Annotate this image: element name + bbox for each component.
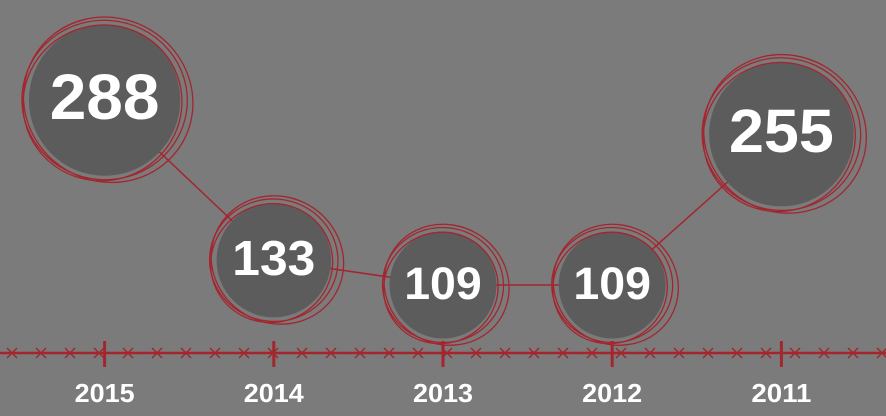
value-label: 109 [573,258,651,309]
x-tick-label: 2015 [75,378,135,408]
value-label: 288 [50,61,160,133]
x-tick-label: 2014 [244,378,305,408]
chart: 2015 288 2014 133 2013 109 2012 109 2011 255 [0,0,886,416]
x-tick-label: 2012 [582,378,642,408]
value-label: 109 [404,258,482,309]
value-label: 255 [729,97,834,165]
value-label: 133 [232,232,315,286]
x-tick-label: 2011 [751,378,811,408]
x-tick-label: 2013 [413,378,473,408]
